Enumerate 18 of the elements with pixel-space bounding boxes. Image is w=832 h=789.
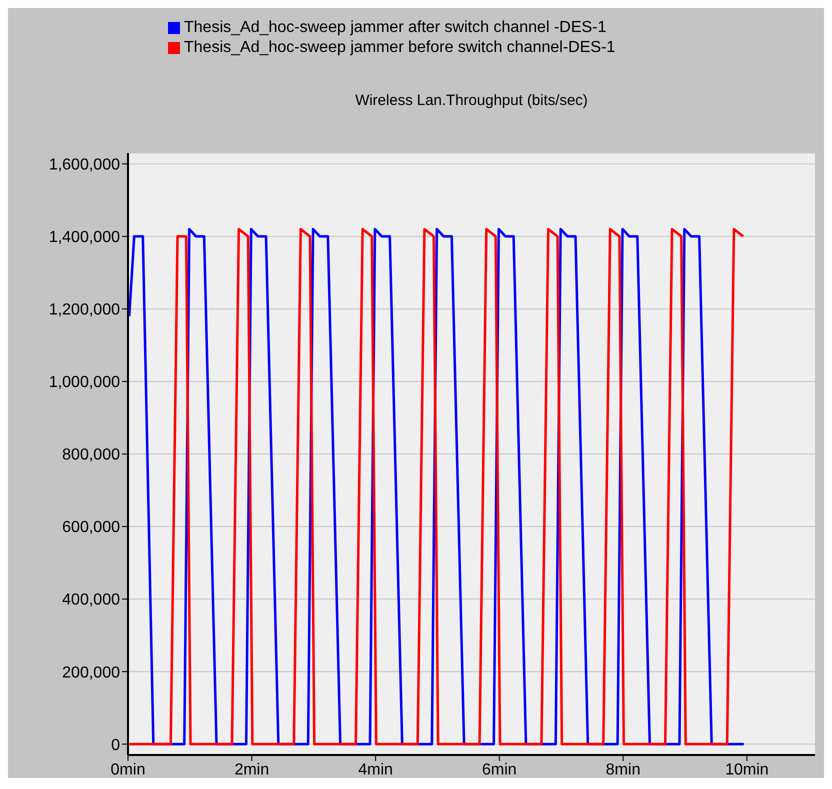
- x-tick-label: 0min: [110, 761, 146, 778]
- x-tick-label: 6min: [482, 761, 517, 778]
- y-tick-label: 600,000: [62, 519, 120, 536]
- y-tick-label: 200,000: [62, 664, 120, 682]
- legend-label: Thesis_Ad_hoc-sweep jammer after switch channel -DES-1: [184, 19, 606, 36]
- y-tick-label: 1,200,000: [48, 302, 120, 319]
- y-tick-label: 1,600,000: [48, 156, 120, 174]
- x-tick-label: 2min: [234, 761, 270, 778]
- legend-label: Thesis_Ad_hoc-sweep jammer before switch channel-DES-1: [184, 39, 616, 56]
- chart-title: Wireless Lan.Throughput (bits/sec): [354, 92, 589, 109]
- y-tick-label: 0: [111, 736, 120, 754]
- y-tick-label: 400,000: [62, 592, 120, 609]
- x-tick-label: 8min: [606, 761, 640, 778]
- y-tick-label: 1,400,000: [48, 229, 120, 246]
- x-tick-label: 10min: [725, 761, 769, 778]
- x-tick-label: 4min: [358, 761, 393, 778]
- y-tick-label: 800,000: [62, 446, 120, 464]
- y-tick-label: 1,000,000: [48, 374, 120, 392]
